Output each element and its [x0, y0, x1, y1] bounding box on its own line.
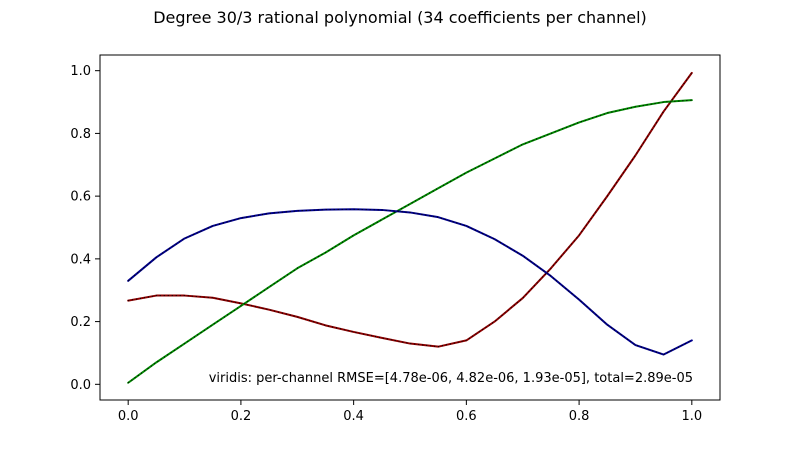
series-line-1	[127, 99, 693, 384]
series-line-2	[127, 208, 693, 356]
y-tick-label: 0.2	[70, 315, 91, 330]
x-tick-label: 0.0	[118, 409, 139, 424]
x-tick-label: 0.6	[456, 409, 477, 424]
y-tick-label: 0.0	[70, 378, 91, 393]
x-tick-label: 1.0	[681, 409, 702, 424]
series-fit-points-0	[128, 72, 693, 348]
y-tick-label: 0.4	[70, 252, 91, 267]
y-axis: 0.0 0.2 0.4 0.6 0.8 1.0	[70, 64, 100, 393]
plot-frame	[99, 54, 721, 401]
x-tick-label: 0.4	[343, 409, 364, 424]
y-tick-label: 0.8	[70, 127, 91, 142]
rmse-annotation: viridis: per-channel RMSE=[4.78e-06, 4.8…	[209, 371, 693, 386]
y-tick-label: 1.0	[70, 64, 91, 79]
series-fit-points-2	[127, 208, 693, 356]
x-tick-label: 0.8	[569, 409, 590, 424]
x-axis: 0.0 0.2 0.4 0.6 0.8 1.0	[118, 400, 702, 424]
series-fit-points-1	[127, 99, 692, 384]
chart-title: Degree 30/3 rational polynomial (34 coef…	[153, 8, 647, 27]
x-tick-label: 0.2	[231, 409, 252, 424]
y-tick-label: 0.6	[70, 190, 91, 205]
plot-series	[127, 71, 693, 384]
